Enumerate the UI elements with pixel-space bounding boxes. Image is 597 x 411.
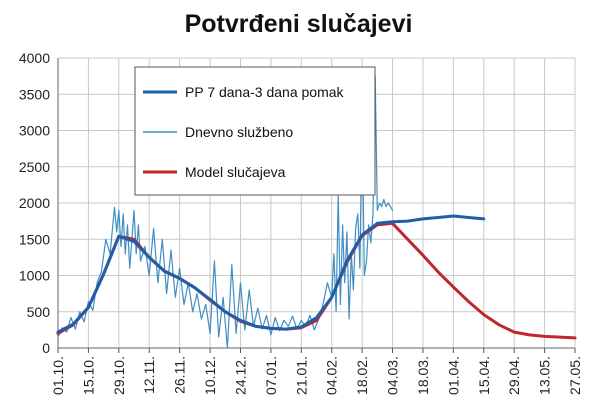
legend-label: Model slučajeva bbox=[185, 164, 286, 180]
x-axis-ticks: 01.10. 15.10. 29.10. 12.11. 26.11. 10.12. 24.1… bbox=[50, 356, 583, 395]
x-tick-label: 07.01. bbox=[263, 356, 279, 395]
y-axis-ticks: 0 500 1000 1500 2000 2500 3000 3500 4000 bbox=[19, 50, 50, 356]
x-tick-label: 18.03. bbox=[415, 356, 431, 395]
y-tick-label: 3500 bbox=[19, 86, 50, 102]
y-tick-label: 2500 bbox=[19, 159, 50, 175]
x-tick-label: 24.12. bbox=[232, 356, 248, 395]
legend-box bbox=[134, 66, 376, 196]
x-tick-label: 01.04. bbox=[445, 356, 461, 395]
x-tick-label: 15.10. bbox=[80, 356, 96, 395]
y-tick-label: 1500 bbox=[19, 231, 50, 247]
x-tick-label: 12.11. bbox=[141, 356, 157, 394]
legend-label: PP 7 dana-3 dana pomak bbox=[185, 84, 345, 100]
x-tick-label: 27.05. bbox=[567, 356, 583, 395]
y-tick-label: 4000 bbox=[19, 50, 50, 66]
series-moving-average bbox=[56, 214, 486, 334]
x-tick-label: 21.01. bbox=[293, 356, 309, 395]
x-tick-label: 18.02. bbox=[354, 356, 370, 395]
y-tick-label: 2000 bbox=[19, 195, 50, 211]
x-tick-label: 29.04. bbox=[506, 356, 522, 395]
x-tick-label: 29.10. bbox=[111, 356, 127, 395]
y-tick-label: 1000 bbox=[19, 268, 50, 284]
series-group bbox=[56, 75, 577, 349]
y-tick-label: 0 bbox=[42, 340, 50, 356]
legend-label: Dnevno službeno bbox=[185, 124, 293, 140]
series-model bbox=[56, 221, 577, 340]
x-tick-label: 01.10. bbox=[50, 356, 66, 395]
y-tick-label: 500 bbox=[27, 304, 51, 320]
x-tick-label: 04.02. bbox=[324, 356, 340, 395]
series-daily-official bbox=[57, 75, 394, 349]
x-tick-label: 04.03. bbox=[385, 356, 401, 395]
x-tick-label: 13.05. bbox=[537, 356, 553, 395]
chart-title: Potvrđeni slučajevi bbox=[184, 10, 413, 38]
x-tick-label: 15.04. bbox=[476, 356, 492, 395]
y-tick-label: 3000 bbox=[19, 123, 50, 139]
legend: PP 7 dana-3 dana pomak Dnevno službeno Mod… bbox=[134, 66, 376, 196]
x-tick-label: 26.11. bbox=[172, 356, 188, 394]
axes bbox=[57, 58, 576, 353]
x-tick-label: 10.12. bbox=[202, 356, 218, 395]
